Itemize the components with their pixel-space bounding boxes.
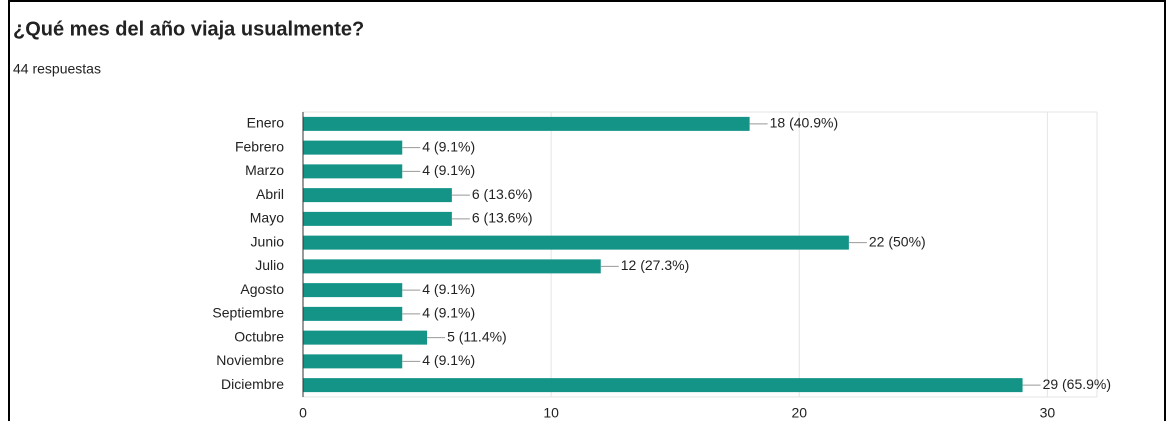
y-tick-label: Diciembre [221, 376, 284, 392]
y-tick-label: Septiembre [212, 305, 284, 321]
bar [303, 188, 452, 203]
data-label: 6 (13.6%) [472, 210, 533, 226]
y-tick-label: Octubre [234, 328, 284, 344]
y-tick-label: Marzo [245, 162, 284, 178]
bar [303, 330, 428, 345]
bar [303, 116, 750, 131]
data-label: 4 (9.1%) [422, 162, 475, 178]
x-tick-label: 0 [299, 405, 307, 421]
y-tick-label: Febrero [235, 138, 284, 154]
data-label: 5 (11.4%) [447, 328, 507, 344]
data-label: 29 (65.9%) [1043, 376, 1111, 392]
data-label: 4 (9.1%) [422, 352, 475, 368]
bar [303, 283, 403, 298]
bar [303, 235, 849, 250]
x-tick-label: 10 [543, 405, 559, 421]
y-tick-label: Julio [255, 257, 284, 273]
bar [303, 211, 452, 226]
chart-title: ¿Qué mes del año viaja usualmente? [13, 18, 364, 40]
data-label: 4 (9.1%) [422, 305, 475, 321]
bar [303, 140, 403, 155]
bar [303, 259, 601, 274]
bar [303, 354, 403, 369]
data-label: 6 (13.6%) [472, 186, 533, 202]
x-tick-label: 30 [1040, 405, 1056, 421]
data-label: 12 (27.3%) [621, 257, 689, 273]
data-label: 4 (9.1%) [422, 281, 475, 297]
y-tick-label: Agosto [240, 281, 284, 297]
data-label: 4 (9.1%) [422, 138, 475, 154]
bar [303, 378, 1023, 393]
x-tick-label: 20 [791, 405, 807, 421]
chart-subtitle: 44 respuestas [13, 61, 101, 77]
data-label: 18 (40.9%) [770, 115, 838, 131]
bar [303, 164, 403, 179]
frame [8, 0, 1166, 421]
y-tick-label: Mayo [250, 210, 284, 226]
bar [303, 306, 403, 321]
y-tick-label: Junio [251, 233, 285, 249]
y-tick-label: Abril [256, 186, 284, 202]
y-tick-label: Noviembre [216, 352, 284, 368]
y-tick-label: Enero [247, 115, 285, 131]
data-label: 22 (50%) [869, 233, 926, 249]
